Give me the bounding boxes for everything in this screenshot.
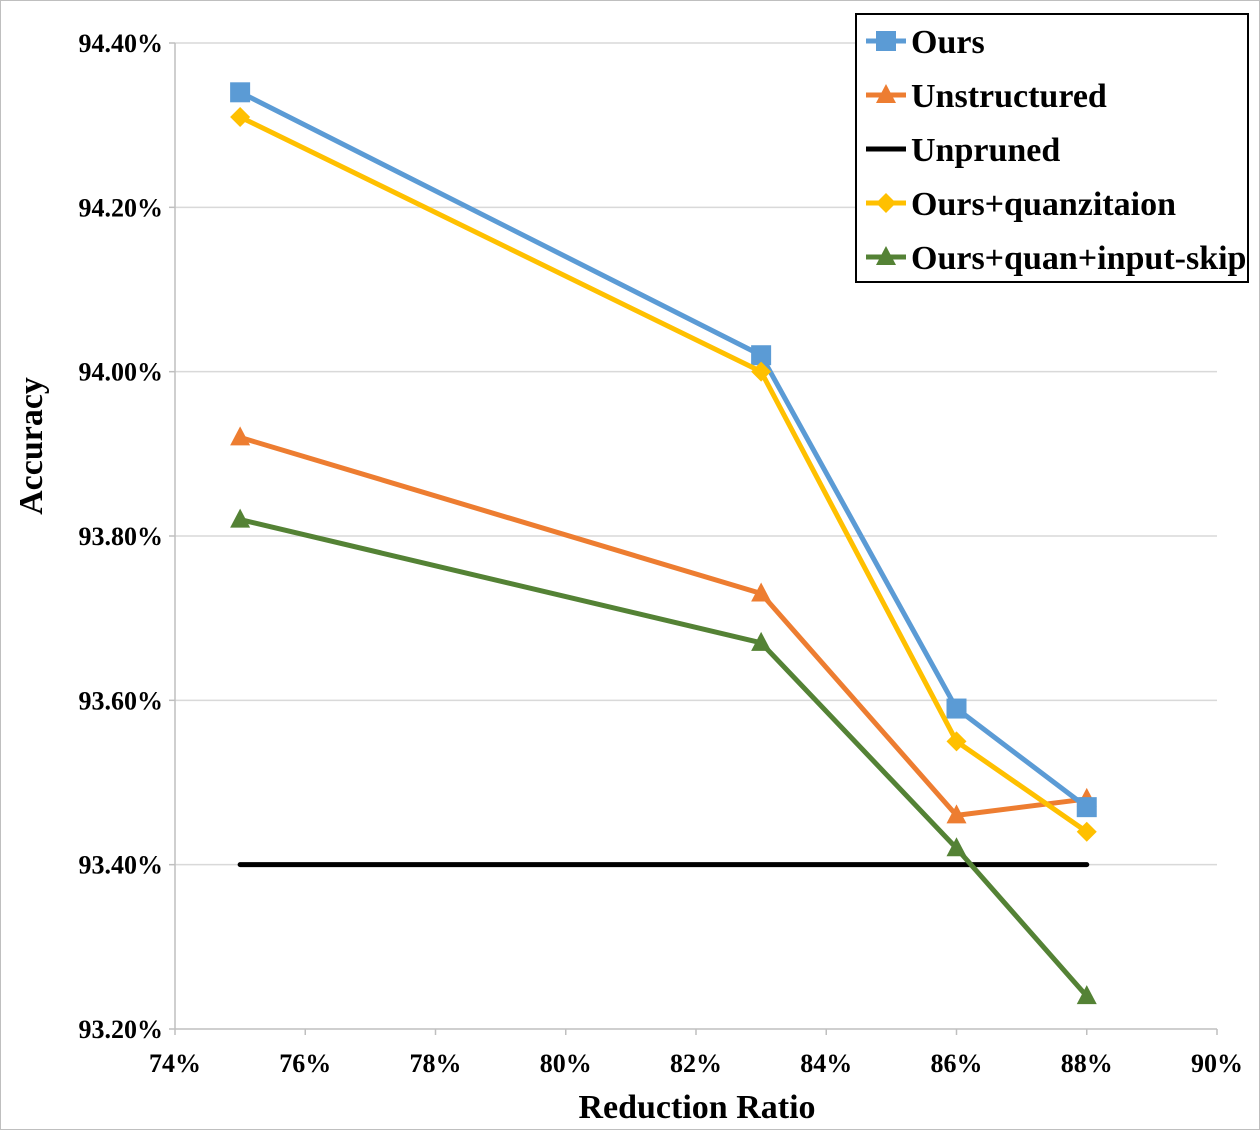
y-tick-label: 94.00% [79,358,164,387]
legend-label: Unpruned [911,132,1060,169]
data-point [230,106,251,127]
legend-swatch-marker [876,193,896,213]
data-point [946,731,967,752]
x-tick-label: 78% [410,1049,462,1078]
y-tick-label: 93.80% [79,522,164,551]
legend-swatch-marker [876,31,896,51]
axes [169,42,1218,1035]
x-tick-label: 84% [800,1049,852,1078]
tick-labels: 93.20% 93.40% 93.60% 93.80% 94.00% 94.20% 94.4… [79,29,1244,1078]
data-point [946,698,967,719]
data-point [751,345,772,366]
legend-item: Ours+quanzitaion [866,186,1176,223]
legend-label: Unstructured [911,78,1107,115]
legend-swatch-marker [876,84,896,103]
legend-swatch-marker [876,246,896,265]
data-point [1076,797,1097,818]
series-line [237,434,1090,818]
y-axis-title: Accuracy [13,377,50,515]
legend-box [855,13,1249,283]
legend-item: Unpruned [866,132,1060,169]
data-point [946,837,967,857]
legend: Ours Unstructured Unpruned Ours+quanzitaion… [855,13,1249,283]
data-point [751,582,772,602]
data-point [946,804,967,824]
y-tick-label: 94.40% [79,29,164,58]
series-line [237,89,1090,810]
data-point [230,426,251,446]
legend-item: Unstructured [866,78,1107,115]
x-tick-label: 90% [1191,1049,1243,1078]
legend-label: Ours+quanzitaion [911,186,1176,223]
x-tick-label: 80% [540,1049,592,1078]
series-ours [230,82,1097,818]
x-tick-label: 76% [279,1049,331,1078]
data-point [230,508,251,528]
x-tick-label: 86% [931,1049,983,1078]
legend-item: Ours+quan+input-skip [866,240,1246,277]
data-point [751,631,772,651]
data-point [230,82,251,103]
y-tick-label: 94.20% [79,193,164,222]
data-point [1076,985,1097,1005]
data-point [751,361,772,382]
x-axis-title: Reduction Ratio [578,1089,815,1126]
x-tick-label: 74% [149,1049,201,1078]
series-line [237,517,1090,999]
y-tick-label: 93.40% [79,851,164,880]
legend-label: Ours+quan+input-skip [911,240,1246,277]
series-line [237,114,1090,835]
y-tick-label: 93.60% [79,686,164,715]
series-ours-quan-input-skip [230,508,1097,1005]
y-tick-label: 93.20% [79,1015,164,1044]
legend-label: Ours [911,24,985,61]
series [230,82,1097,1005]
series-unstructured [230,426,1097,824]
data-point [1076,821,1097,842]
x-tick-label: 82% [670,1049,722,1078]
series-ours-quanzitaion [230,106,1097,842]
legend-item: Ours [866,24,985,61]
x-tick-label: 88% [1061,1049,1113,1078]
